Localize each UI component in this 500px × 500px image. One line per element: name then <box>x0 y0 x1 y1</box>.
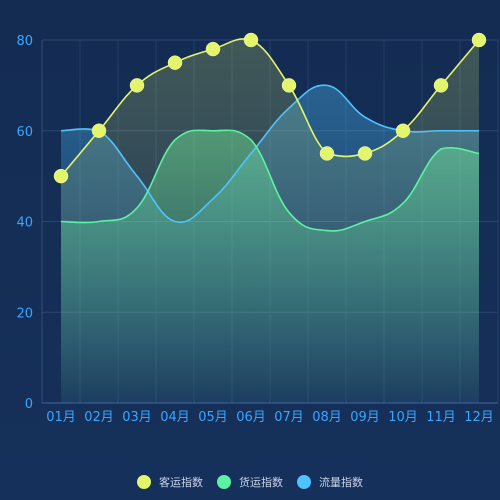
series-point[interactable] <box>281 78 297 93</box>
legend: 客运指数 货运指数 流量指数 <box>0 470 500 494</box>
x-tick-label: 11月 <box>426 410 456 425</box>
x-tick-label: 12月 <box>464 410 494 425</box>
y-tick-label: 60 <box>16 125 33 140</box>
series-point[interactable] <box>243 32 259 48</box>
line-chart: 0 20 40 60 80 01月 02月 03月 04月 05月 06月 07月 08月 09月 10月 1… <box>16 32 499 425</box>
x-tick-label: 02月 <box>84 410 114 425</box>
series-point[interactable] <box>395 123 411 138</box>
legend-item[interactable]: 流量指数 <box>297 474 363 490</box>
legend-label: 客运指数 <box>159 476 203 489</box>
legend-item[interactable]: 客运指数 <box>137 474 203 490</box>
y-tick-label: 20 <box>16 306 33 321</box>
series-point[interactable] <box>205 41 221 57</box>
series-point[interactable] <box>53 168 69 184</box>
legend-swatch <box>297 475 311 489</box>
series-markers <box>53 32 487 184</box>
axes: 0 20 40 60 80 01月 02月 03月 04月 05月 06月 07月 08月 09月 10月 1… <box>16 34 498 425</box>
x-tick-label: 07月 <box>274 410 304 425</box>
series-point[interactable] <box>433 78 449 93</box>
x-tick-label: 09月 <box>350 410 380 425</box>
x-tick-label: 05月 <box>198 410 228 425</box>
y-tick-label: 80 <box>16 34 33 49</box>
x-tick-label: 08月 <box>312 410 342 425</box>
legend-label: 流量指数 <box>319 476 363 489</box>
legend-label: 货运指数 <box>239 476 283 489</box>
x-tick-label: 03月 <box>122 410 152 425</box>
series-point[interactable] <box>129 78 145 93</box>
x-tick-label: 10月 <box>388 410 418 425</box>
series-point[interactable] <box>167 55 183 70</box>
legend-item[interactable]: 货运指数 <box>217 474 283 490</box>
x-tick-label: 01月 <box>46 410 76 425</box>
y-tick-label: 0 <box>25 397 33 412</box>
series-point[interactable] <box>319 146 335 161</box>
series-point[interactable] <box>357 146 373 161</box>
x-tick-label: 04月 <box>160 410 190 425</box>
series-point[interactable] <box>91 123 107 138</box>
legend-swatch <box>137 475 151 489</box>
series-point[interactable] <box>471 32 487 48</box>
series-line <box>60 129 480 232</box>
area-fills <box>61 38 479 404</box>
series-area <box>61 38 479 403</box>
x-tick-label: 06月 <box>236 410 266 425</box>
legend-swatch <box>217 475 231 489</box>
y-tick-label: 40 <box>16 216 33 231</box>
